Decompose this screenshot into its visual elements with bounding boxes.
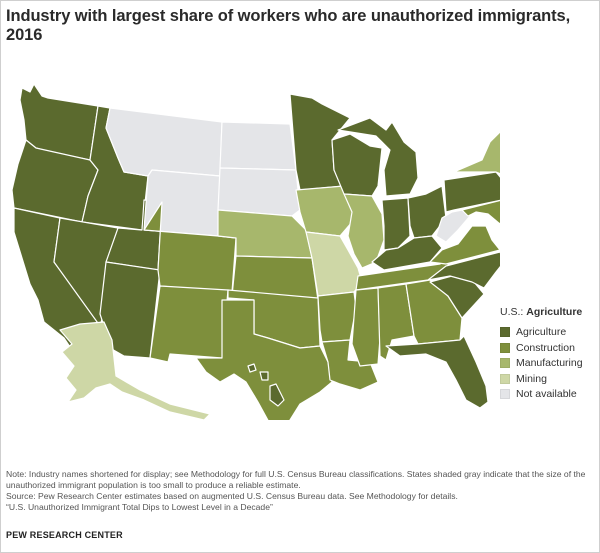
state-AR [317, 291, 357, 343]
legend-swatch [500, 358, 510, 368]
notes: Note: Industry names shortened for displ… [6, 469, 594, 513]
legend-label: Construction [516, 341, 575, 354]
state-VA [429, 225, 500, 265]
state-TX [195, 299, 333, 420]
state-MD [461, 199, 500, 225]
legend-item: Manufacturing [500, 356, 596, 370]
state-AK [59, 321, 211, 420]
state-ND [219, 121, 297, 171]
legend-label: Not available [516, 388, 577, 400]
state-IL [343, 193, 385, 269]
legend-item: Not available [500, 387, 596, 401]
state-NY [453, 131, 500, 175]
map-title: Industry with largest share of workers w… [6, 7, 571, 44]
state-WI [331, 133, 383, 197]
note-text: Note: Industry names shortened for displ… [6, 469, 586, 490]
state-IN [381, 197, 411, 251]
legend-swatch [500, 327, 510, 337]
legend-title-value: Agriculture [526, 306, 583, 318]
state-HI [247, 363, 285, 407]
state-MT [105, 107, 223, 177]
state-LA [321, 339, 379, 391]
legend-item: Agriculture [500, 325, 596, 339]
legend-item: Construction [500, 341, 596, 355]
legend: U.S.: Agriculture Agriculture Constructio… [500, 306, 596, 403]
state-MS [351, 287, 381, 367]
legend-label: Manufacturing [516, 357, 583, 369]
legend-swatch [500, 342, 510, 353]
state-NC [427, 251, 500, 289]
us-choropleth-map [11, 83, 500, 420]
legend-swatch [500, 389, 510, 399]
report-text: “U.S. Unauthorized Immigrant Total Dips … [6, 502, 273, 512]
legend-title: U.S.: Agriculture [500, 306, 596, 318]
state-SD [217, 167, 301, 217]
source-text: Source: Pew Research Center estimates ba… [6, 491, 458, 501]
legend-items: Agriculture Construction Manufacturing Mini… [500, 325, 596, 401]
state-MI [337, 117, 419, 197]
legend-label: Mining [516, 372, 547, 385]
legend-swatch [500, 373, 510, 384]
state-WV [435, 209, 471, 243]
state-NM [149, 285, 229, 363]
legend-item: Mining [500, 372, 596, 386]
state-CO [143, 201, 237, 293]
legend-title-prefix: U.S.: [500, 306, 527, 318]
state-KY [371, 235, 443, 271]
credit: PEW RESEARCH CENTER [6, 530, 123, 540]
state-FL [385, 335, 489, 409]
legend-label: Agriculture [516, 326, 567, 338]
